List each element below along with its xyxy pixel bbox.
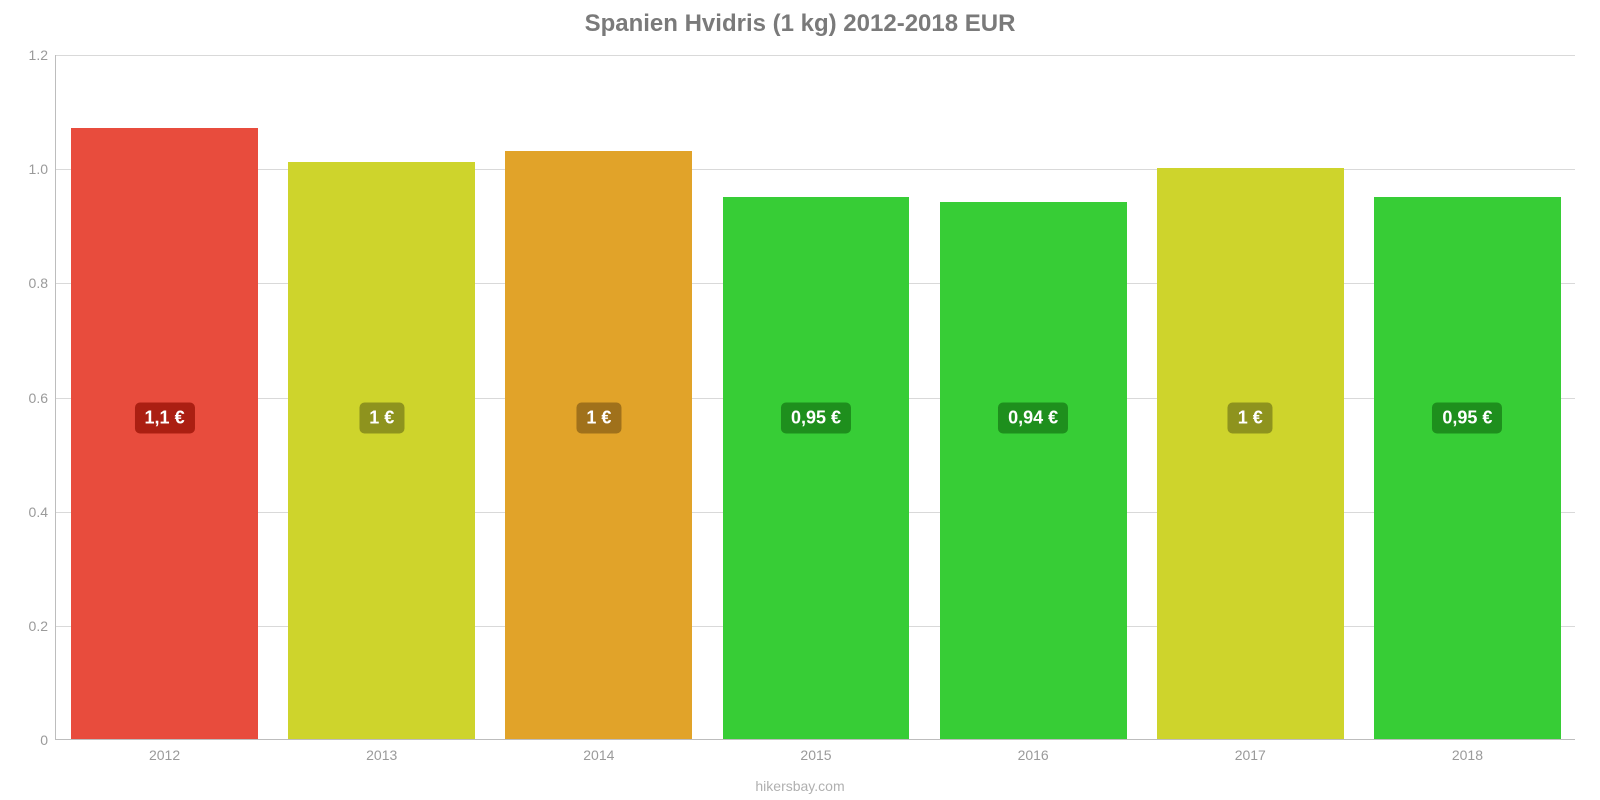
chart-title: Spanien Hvidris (1 kg) 2012-2018 EUR <box>0 10 1600 38</box>
x-tick-label: 2015 <box>800 739 831 763</box>
x-tick-label: 2014 <box>583 739 614 763</box>
bar <box>71 128 258 739</box>
x-tick-label: 2016 <box>1018 739 1049 763</box>
x-tick-label: 2017 <box>1235 739 1266 763</box>
y-tick-label: 0.4 <box>29 504 56 520</box>
x-tick-label: 2013 <box>366 739 397 763</box>
y-tick-label: 0.8 <box>29 275 56 291</box>
bar <box>1157 168 1344 739</box>
bar <box>1374 197 1561 739</box>
bar-value-label: 0,95 € <box>781 403 851 434</box>
chart-container: Spanien Hvidris (1 kg) 2012-2018 EUR 00.… <box>0 0 1600 800</box>
x-tick-label: 2012 <box>149 739 180 763</box>
gridline <box>56 55 1575 56</box>
bar <box>505 151 692 739</box>
bar <box>723 197 910 739</box>
plot-area: 00.20.40.60.81.01.21,1 €20121 €20131 €20… <box>55 55 1575 740</box>
bar-value-label: 0,94 € <box>998 403 1068 434</box>
y-tick-label: 0.2 <box>29 618 56 634</box>
attribution: hikersbay.com <box>0 778 1600 794</box>
gridline <box>56 169 1575 170</box>
bar-value-label: 1 € <box>576 403 621 434</box>
x-tick-label: 2018 <box>1452 739 1483 763</box>
y-tick-label: 0.6 <box>29 390 56 406</box>
bar-value-label: 1 € <box>1228 403 1273 434</box>
y-tick-label: 1.2 <box>29 47 56 63</box>
y-tick-label: 1.0 <box>29 161 56 177</box>
bar <box>288 162 475 739</box>
bar-value-label: 1 € <box>359 403 404 434</box>
bar-value-label: 0,95 € <box>1432 403 1502 434</box>
bar <box>940 202 1127 739</box>
bar-value-label: 1,1 € <box>135 403 195 434</box>
y-tick-label: 0 <box>40 732 56 748</box>
